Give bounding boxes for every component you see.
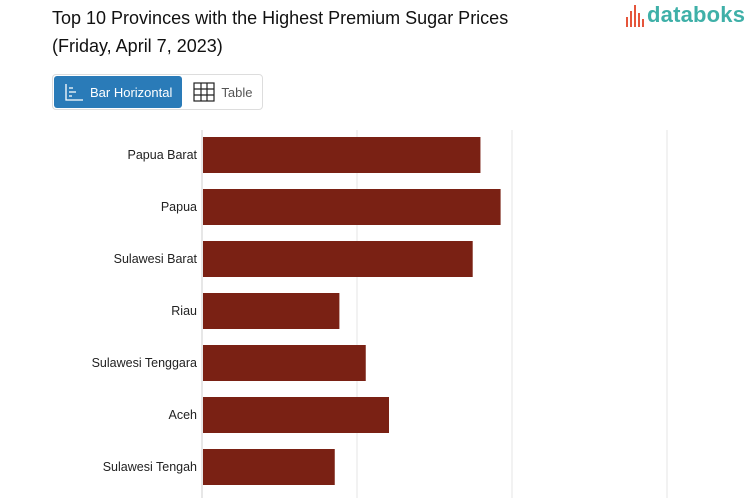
view-toggle: Bar Horizontal Table [52,74,264,110]
table-label: Table [221,84,253,100]
bar-horizontal-label: Bar Horizontal [90,84,173,100]
table-button[interactable]: Table [183,75,262,109]
bar-chart: Papua Barat Papua Sulawesi Barat Riau Sulawe… [92,130,668,498]
category-label: Riau [171,304,197,318]
chart-title: Top 10 Provinces with the Highest Premiu… [52,4,508,60]
databoks-logo[interactable]: databoks [626,2,745,28]
category-label: Aceh [169,408,198,422]
table-icon [193,82,215,102]
bar-sulawesi-tengah[interactable] [203,449,335,485]
category-label: Papua Barat [128,148,198,162]
bar-riau[interactable] [203,293,340,329]
title-line-2: (Friday, April 7, 2023) [52,36,223,56]
category-label: Sulawesi Tenggara [92,356,197,370]
bar-papua[interactable] [203,189,501,225]
category-label: Papua [161,200,197,214]
category-label: Sulawesi Barat [114,252,198,266]
bar-sulawesi-tenggara[interactable] [203,345,366,381]
logo-text: databoks [647,2,746,27]
bar-papua-barat[interactable] [203,137,481,173]
category-label: Sulawesi Tengah [103,460,197,474]
title-line-1: Top 10 Provinces with the Highest Premiu… [52,8,509,28]
bar-horizontal-button[interactable]: Bar Horizontal [54,76,183,108]
logo-mark-icon [626,3,644,27]
bar-sulawesi-barat[interactable] [203,241,473,277]
bar-aceh[interactable] [203,397,389,433]
bar-chart-icon [65,84,83,101]
